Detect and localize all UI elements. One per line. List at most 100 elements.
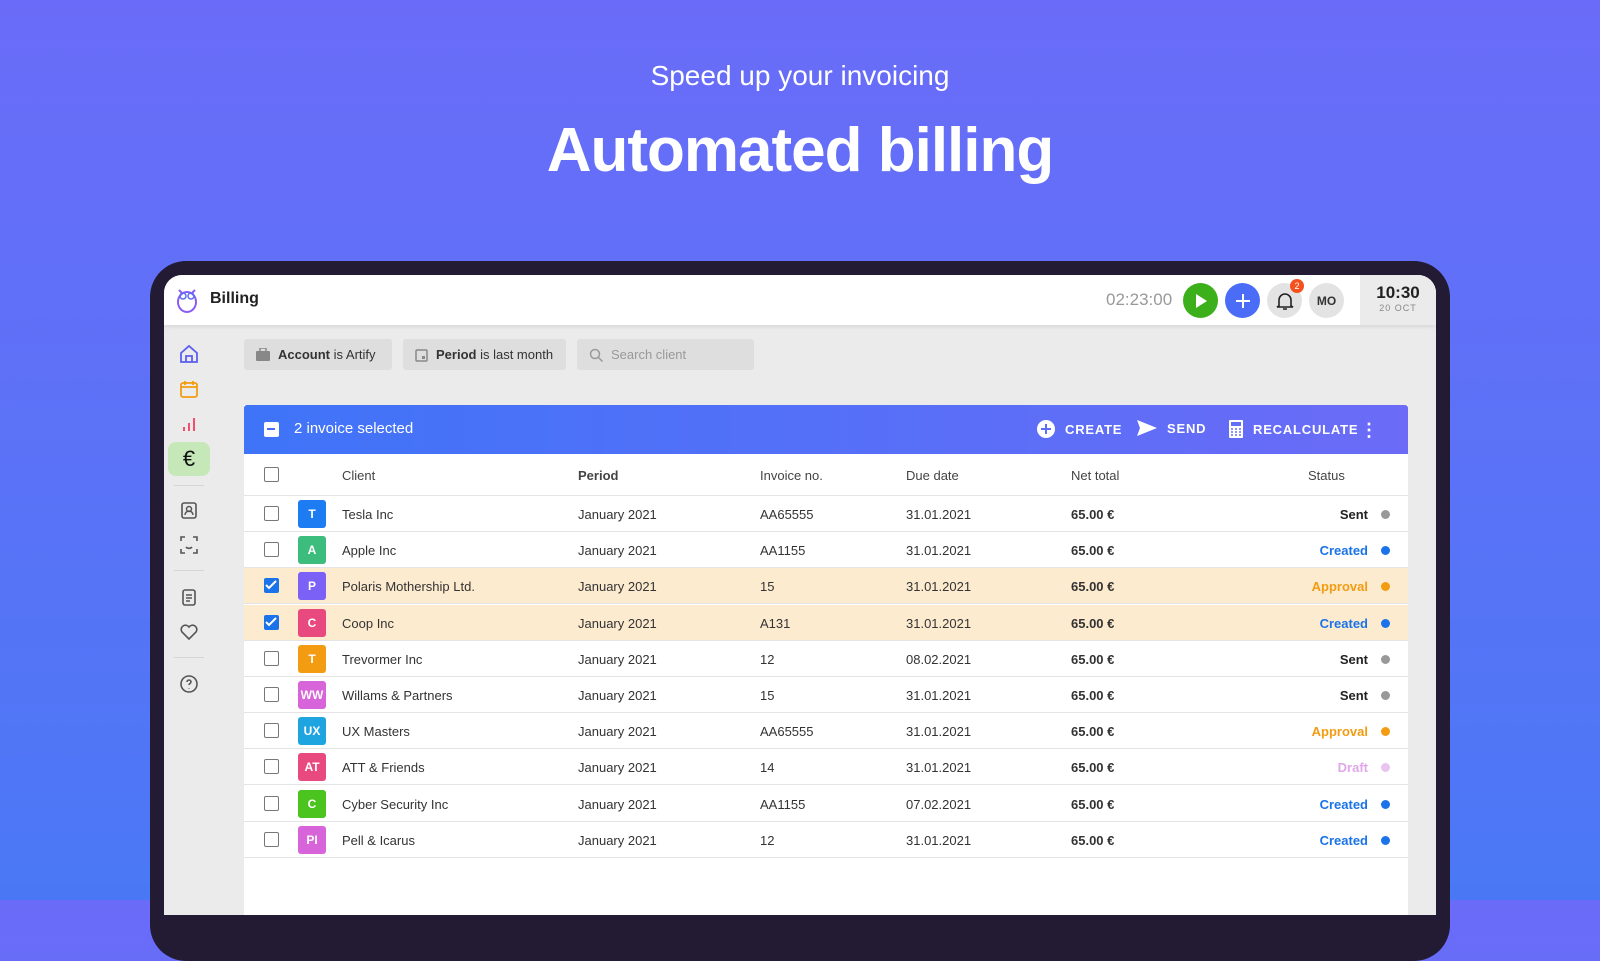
status-dot bbox=[1381, 763, 1390, 773]
table-row[interactable]: C Coop Inc January 2021 A131 31.01.2021 … bbox=[244, 604, 1408, 641]
plus-icon bbox=[1235, 293, 1250, 308]
client-name[interactable]: Willams & Partners bbox=[342, 688, 453, 703]
row-checkbox[interactable] bbox=[264, 831, 279, 847]
net-total: 65.00 € bbox=[1071, 832, 1115, 848]
row-checkbox[interactable] bbox=[264, 759, 279, 775]
client-name[interactable]: Polaris Mothership Ltd. bbox=[342, 579, 475, 595]
header-period[interactable]: Period bbox=[578, 468, 619, 483]
client-avatar: WW bbox=[298, 681, 326, 709]
client-avatar: T bbox=[298, 500, 326, 528]
period-filter[interactable]: Period is last month bbox=[403, 339, 566, 370]
client-name[interactable]: Trevormer Inc bbox=[342, 651, 423, 667]
row-checkbox[interactable] bbox=[264, 795, 279, 811]
recalculate-button[interactable]: RECALCULATE bbox=[1229, 420, 1358, 438]
status-label: Created bbox=[1319, 615, 1368, 631]
header-client[interactable]: Client bbox=[342, 468, 376, 483]
help-icon bbox=[180, 675, 198, 693]
row-checkbox[interactable] bbox=[264, 578, 279, 594]
net-total: 65.00 € bbox=[1071, 796, 1115, 812]
face-scan-icon bbox=[180, 536, 198, 554]
status-dot bbox=[1381, 691, 1390, 700]
client-avatar: A bbox=[298, 536, 326, 565]
sidebar-item-tasks[interactable] bbox=[168, 580, 210, 614]
client-name[interactable]: Apple Inc bbox=[342, 543, 397, 559]
client-name[interactable]: Cyber Security Inc bbox=[342, 796, 449, 812]
sidebar-item-contacts[interactable] bbox=[168, 493, 210, 527]
due-date: 31.01.2021 bbox=[906, 760, 972, 776]
period: January 2021 bbox=[578, 832, 657, 848]
net-total: 65.00 € bbox=[1071, 543, 1115, 559]
header-due-date[interactable]: Due date bbox=[906, 468, 959, 483]
header-status[interactable]: Status bbox=[1308, 468, 1345, 483]
sidebar-item-help[interactable] bbox=[168, 667, 210, 701]
client-name[interactable]: Coop Inc bbox=[342, 615, 395, 631]
row-checkbox[interactable] bbox=[264, 614, 279, 630]
table-row[interactable]: T Tesla Inc January 2021 AA65555 31.01.2… bbox=[244, 496, 1408, 532]
client-name[interactable]: Tesla Inc bbox=[342, 507, 394, 522]
invoice-number: A131 bbox=[760, 615, 791, 631]
net-total: 65.00 € bbox=[1071, 760, 1115, 776]
invoice-number: 15 bbox=[760, 579, 775, 595]
invoice-number: 12 bbox=[760, 832, 775, 848]
notifications-button[interactable]: 2 bbox=[1267, 279, 1304, 318]
period-filter-key: Period bbox=[436, 347, 477, 362]
euro-icon: € bbox=[182, 446, 196, 471]
net-total: 65.00 € bbox=[1071, 724, 1115, 740]
briefcase-icon bbox=[256, 348, 270, 361]
status-dot bbox=[1381, 510, 1390, 519]
search-client-input[interactable]: Search client bbox=[577, 339, 754, 370]
add-button[interactable] bbox=[1225, 283, 1260, 318]
check-icon bbox=[265, 616, 277, 627]
send-button[interactable]: SEND bbox=[1137, 420, 1206, 436]
header-invoice[interactable]: Invoice no. bbox=[760, 468, 823, 483]
row-checkbox[interactable] bbox=[264, 542, 279, 558]
top-bar: Billing 02:23:00 2 MO 10:30 20 OCT bbox=[164, 275, 1436, 325]
client-name[interactable]: UX Masters bbox=[342, 724, 410, 740]
account-filter[interactable]: Account is Artify bbox=[244, 339, 392, 370]
sidebar-item-billing[interactable]: € bbox=[168, 442, 210, 476]
period: January 2021 bbox=[578, 796, 657, 812]
client-avatar: T bbox=[298, 644, 326, 673]
app-screen: Billing 02:23:00 2 MO 10:30 20 OCT € Acco… bbox=[164, 275, 1436, 915]
sidebar-item-partners[interactable] bbox=[168, 615, 210, 649]
row-checkbox[interactable] bbox=[264, 687, 279, 702]
sidebar-item-home[interactable] bbox=[168, 337, 210, 371]
more-options-icon[interactable]: ⋮ bbox=[1360, 420, 1379, 440]
start-timer-button[interactable] bbox=[1183, 283, 1218, 318]
table-row[interactable]: P Polaris Mothership Ltd. January 2021 1… bbox=[244, 568, 1408, 605]
timer-display: 02:23:00 bbox=[1106, 290, 1173, 309]
status-dot bbox=[1381, 582, 1390, 592]
sidebar-item-reports[interactable] bbox=[168, 407, 210, 441]
due-date: 31.01.2021 bbox=[906, 579, 972, 595]
calculator-icon bbox=[1229, 420, 1243, 438]
deselect-all-checkbox[interactable] bbox=[264, 422, 279, 437]
invoice-table: 2 invoice selected CREATE SEND RECALCULA… bbox=[244, 405, 1408, 915]
table-row[interactable]: AT ATT & Friends January 2021 14 31.01.2… bbox=[244, 749, 1408, 786]
period: January 2021 bbox=[578, 507, 657, 522]
sidebar-divider bbox=[174, 657, 204, 658]
bar-chart-icon bbox=[183, 418, 195, 431]
client-avatar: P bbox=[298, 572, 326, 601]
recalculate-label: RECALCULATE bbox=[1253, 421, 1359, 437]
select-all-checkbox[interactable] bbox=[264, 467, 279, 482]
create-button[interactable]: CREATE bbox=[1037, 420, 1122, 438]
table-row[interactable]: PI Pell & Icarus January 2021 12 31.01.2… bbox=[244, 822, 1408, 858]
status-label: Approval bbox=[1311, 579, 1368, 595]
row-checkbox[interactable] bbox=[264, 723, 279, 739]
row-checkbox[interactable] bbox=[264, 506, 279, 521]
sidebar-item-calendar[interactable] bbox=[168, 372, 210, 406]
sidebar-divider bbox=[174, 570, 204, 571]
table-row[interactable]: WW Willams & Partners January 2021 15 31… bbox=[244, 677, 1408, 713]
page-title: Billing bbox=[210, 290, 259, 307]
table-row[interactable]: UX UX Masters January 2021 AA65555 31.01… bbox=[244, 713, 1408, 750]
header-net-total[interactable]: Net total bbox=[1071, 468, 1120, 483]
client-name[interactable]: ATT & Friends bbox=[342, 760, 425, 776]
table-row[interactable]: T Trevormer Inc January 2021 12 08.02.20… bbox=[244, 641, 1408, 677]
client-name[interactable]: Pell & Icarus bbox=[342, 832, 415, 848]
row-checkbox[interactable] bbox=[264, 650, 279, 666]
table-row[interactable]: C Cyber Security Inc January 2021 AA1155… bbox=[244, 786, 1408, 822]
sidebar-item-scan[interactable] bbox=[168, 528, 210, 562]
user-avatar[interactable]: MO bbox=[1309, 283, 1344, 318]
table-row[interactable]: A Apple Inc January 2021 AA1155 31.01.20… bbox=[244, 532, 1408, 569]
play-icon bbox=[1195, 293, 1207, 308]
